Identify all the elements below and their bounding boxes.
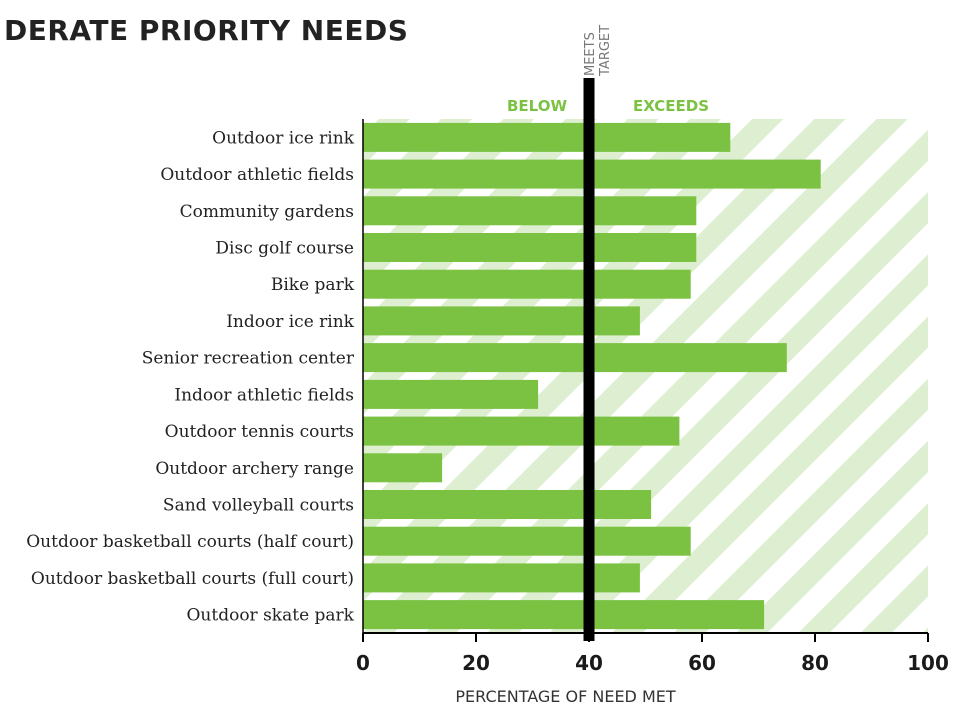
bar-10 [363, 453, 443, 483]
bar-12 [363, 526, 691, 556]
bar-6 [363, 306, 640, 336]
category-label: Outdoor basketball courts (half court) [26, 532, 354, 552]
x-tick-label: 20 [462, 651, 490, 675]
category-label: Outdoor archery range [155, 459, 354, 479]
bar-9 [363, 416, 680, 446]
x-tick-label: 0 [356, 651, 370, 675]
category-label: Senior recreation center [142, 349, 355, 369]
bar-3 [363, 196, 697, 226]
bar-14 [363, 600, 765, 630]
target-label-meets: MEETS [583, 32, 598, 76]
category-label: Outdoor skate park [186, 606, 354, 626]
target-label-target: TARGET [598, 25, 613, 77]
bar-1 [363, 122, 731, 152]
category-label: Community gardens [180, 202, 354, 222]
x-tick-label: 40 [575, 651, 603, 675]
category-label: Outdoor athletic fields [160, 165, 354, 185]
category-label: Disc golf course [215, 239, 354, 259]
x-axis-title: PERCENTAGE OF NEED MET [455, 687, 676, 706]
bar-11 [363, 490, 652, 519]
bar-4 [363, 233, 697, 262]
exceeds-region-label: EXCEEDS [633, 97, 709, 115]
category-label: Sand volleyball courts [163, 496, 354, 516]
x-tick-label: 80 [801, 651, 829, 675]
category-label: Outdoor basketball courts (full court) [31, 569, 354, 589]
page-title: DERATE PRIORITY NEEDS [4, 14, 409, 47]
bar-8 [363, 379, 539, 409]
plot-background-hatch [363, 119, 928, 633]
below-region-label: BELOW [507, 97, 567, 115]
category-label: Indoor ice rink [226, 312, 354, 332]
bar-5 [363, 269, 691, 299]
x-tick-label: 100 [907, 651, 949, 675]
bar-13 [363, 563, 640, 593]
category-label: Outdoor ice rink [212, 128, 355, 148]
category-label: Indoor athletic fields [174, 385, 354, 405]
category-label: Bike park [271, 275, 355, 295]
bar-7 [363, 343, 787, 373]
x-tick-label: 60 [688, 651, 716, 675]
category-label: Outdoor tennis courts [165, 422, 354, 442]
